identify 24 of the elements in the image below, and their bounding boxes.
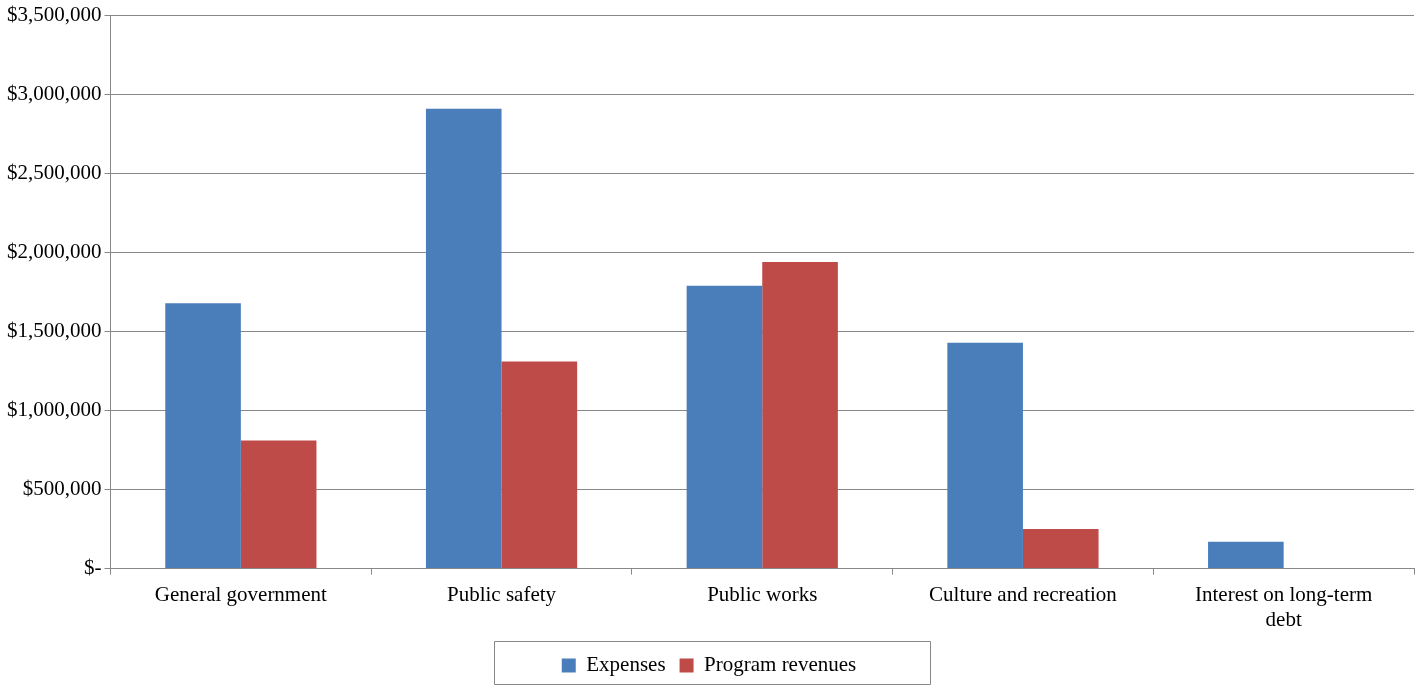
x-tick-label: Public safety <box>447 581 557 606</box>
x-tick-label: Public works <box>707 581 818 606</box>
x-tick-label: Culture and recreation <box>929 581 1118 606</box>
y-tick-label: $500,000 <box>22 476 102 501</box>
legend-label: Expenses <box>586 652 666 677</box>
y-tick-label: $2,000,000 <box>7 239 102 264</box>
legend-label: Program revenues <box>704 652 857 677</box>
bar <box>240 440 317 569</box>
y-tick-label: $1,000,000 <box>7 397 102 422</box>
bar <box>762 262 838 569</box>
y-tick-label: $3,500,000 <box>7 2 102 27</box>
x-tick-label: Interest on long-term debt <box>1195 581 1373 631</box>
y-tick-label: $1,500,000 <box>7 318 102 343</box>
y-tick-label: $3,000,000 <box>7 81 102 106</box>
y-tick-label: $2,500,000 <box>7 160 102 185</box>
bar <box>686 285 763 569</box>
bar <box>425 108 502 569</box>
bar <box>947 342 1023 569</box>
bar <box>1208 541 1284 569</box>
bar <box>501 361 578 569</box>
y-tick-label: $- <box>84 555 102 580</box>
x-tick-label: General government <box>154 581 328 606</box>
bar <box>165 303 241 569</box>
bar <box>1022 529 1099 569</box>
